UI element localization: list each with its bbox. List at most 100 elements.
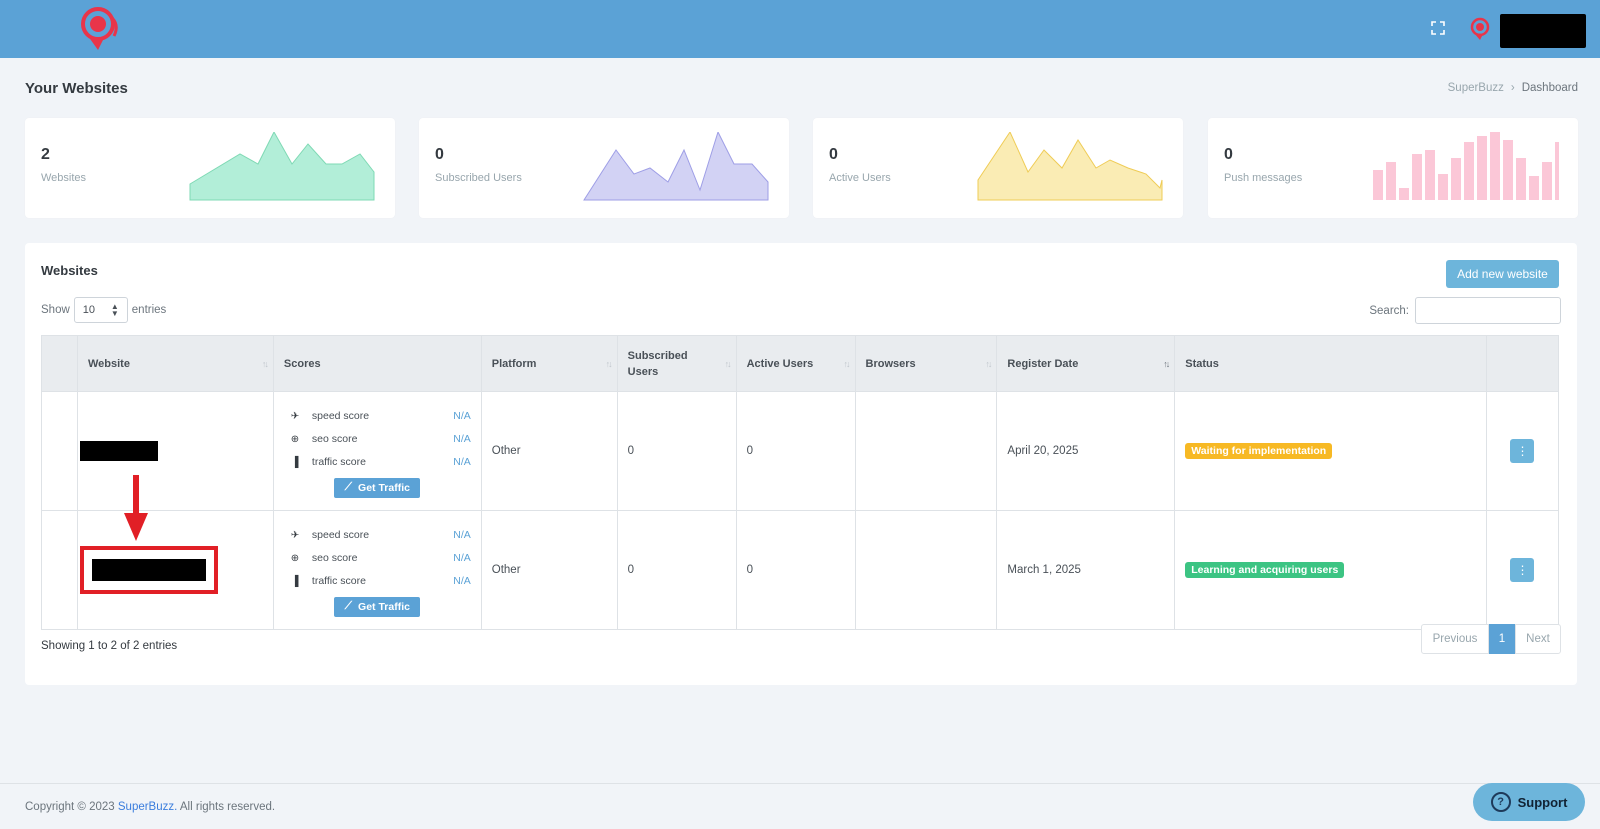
websites-table: Website ↑↓ Scores Platform ↑↓ Subscribed U… bbox=[41, 335, 1560, 630]
page-size-value: 10 bbox=[82, 304, 96, 316]
footer: Copyright © 2023 SuperBuzz. All rights r… bbox=[0, 783, 1600, 829]
table-header-row: Website ↑↓ Scores Platform ↑↓ Subscribed U… bbox=[41, 335, 1560, 392]
website-name-redacted bbox=[91, 559, 206, 581]
breadcrumb: SuperBuzz › Dashboard bbox=[1448, 82, 1578, 94]
column-header-subscribed-users[interactable]: Subscribed Users ↑↓ bbox=[616, 335, 737, 392]
browsers-cell bbox=[854, 510, 998, 630]
stat-value: 0 bbox=[1224, 146, 1233, 163]
more-options-button[interactable]: ⋮ bbox=[1510, 558, 1535, 582]
stat-card-subscribed-users: 0 Subscribed Users bbox=[419, 118, 789, 218]
sparkline-bar-chart bbox=[1373, 132, 1559, 200]
line-chart-icon: ⟋ bbox=[344, 600, 353, 612]
brand-link[interactable]: SuperBuzz. bbox=[117, 801, 178, 813]
platform-cell: Other bbox=[480, 391, 618, 511]
page-size-select[interactable]: 10 ▲ ▼ bbox=[73, 297, 128, 323]
breadcrumb-separator: › bbox=[1510, 82, 1515, 94]
more-options-button[interactable]: ⋮ bbox=[1510, 439, 1535, 463]
globe-icon: ⊕ bbox=[290, 433, 300, 445]
scores-cell: ✈ speed score N/A ⊕ seo score N/A ▐ traf… bbox=[272, 391, 482, 511]
table-info: Showing 1 to 2 of 2 entries bbox=[41, 640, 178, 652]
bar-chart-icon: ▐ bbox=[291, 575, 299, 587]
websites-panel: Websites Add new website Show 10 ▲ ▼ entr… bbox=[25, 243, 1577, 685]
breadcrumb-home[interactable]: SuperBuzz bbox=[1447, 82, 1504, 94]
help-icon: ? bbox=[1490, 792, 1511, 812]
sort-icon: ↑↓ bbox=[261, 358, 269, 369]
table-row: ✈ speed score N/A ⊕ seo score N/A ▐ traf… bbox=[41, 510, 1560, 630]
status-badge: Learning and acquiring users bbox=[1185, 562, 1345, 578]
register-date-cell: March 1, 2025 bbox=[996, 510, 1176, 630]
top-bar bbox=[0, 0, 1600, 58]
add-new-website-button[interactable]: Add new website bbox=[1446, 260, 1559, 288]
register-date-cell: April 20, 2025 bbox=[996, 391, 1176, 511]
stat-card-push-messages: 0 Push messages bbox=[1208, 118, 1578, 218]
annotation-arrow-icon bbox=[124, 475, 148, 541]
column-header-website[interactable]: Website ↑↓ bbox=[76, 335, 274, 392]
column-header-actions bbox=[1485, 335, 1560, 392]
column-header-active-users[interactable]: Active Users ↑↓ bbox=[735, 335, 856, 392]
sort-icon: ↑↓ bbox=[605, 358, 613, 369]
seo-score-line: ⊕ seo score N/A bbox=[284, 428, 471, 451]
column-header-scores: Scores bbox=[272, 335, 482, 392]
status-badge: Waiting for implementation bbox=[1185, 443, 1333, 459]
actions-cell: ⋮ bbox=[1485, 510, 1560, 630]
search-input[interactable] bbox=[1415, 297, 1561, 324]
column-header-register-date[interactable]: Register Date ↑↓ bbox=[996, 335, 1176, 392]
stat-label: Websites bbox=[41, 172, 87, 184]
row-select-cell bbox=[41, 510, 78, 630]
stat-value: 2 bbox=[41, 146, 50, 163]
entries-label: entries bbox=[131, 304, 167, 316]
active-users-cell: 0 bbox=[735, 510, 856, 630]
active-users-cell: 0 bbox=[735, 391, 856, 511]
subscribed-users-cell: 0 bbox=[616, 510, 737, 630]
table-row: ✈ speed score N/A ⊕ seo score N/A ▐ traf… bbox=[41, 391, 1560, 511]
bar-chart-icon: ▐ bbox=[291, 456, 299, 468]
row-select-cell bbox=[41, 391, 78, 511]
support-button[interactable]: ? Support bbox=[1473, 783, 1585, 821]
scores-cell: ✈ speed score N/A ⊕ seo score N/A ▐ traf… bbox=[272, 510, 482, 630]
breadcrumb-current: Dashboard bbox=[1521, 82, 1578, 94]
sort-icon: ↑↓ bbox=[843, 358, 851, 369]
column-header-browsers[interactable]: Browsers ↑↓ bbox=[854, 335, 998, 392]
pagination-next[interactable]: Next bbox=[1515, 624, 1561, 654]
panel-title: Websites bbox=[41, 263, 98, 278]
website-name-highlighted[interactable] bbox=[79, 546, 218, 594]
page-size-control: Show 10 ▲ ▼ entries bbox=[41, 297, 166, 323]
traffic-score-line: ▐ traffic score N/A bbox=[284, 570, 470, 593]
fullscreen-icon[interactable] bbox=[1430, 20, 1446, 36]
airplane-icon: ✈ bbox=[290, 410, 300, 422]
column-header-status: Status bbox=[1174, 335, 1487, 392]
superbuzz-logo-icon[interactable] bbox=[80, 6, 122, 52]
column-header-platform[interactable]: Platform ↑↓ bbox=[480, 335, 618, 392]
status-cell: Learning and acquiring users bbox=[1174, 510, 1487, 630]
stat-label: Push messages bbox=[1224, 172, 1303, 184]
speed-score-line: ✈ speed score N/A bbox=[284, 524, 471, 547]
website-name-redacted[interactable] bbox=[79, 441, 158, 461]
globe-icon: ⊕ bbox=[290, 552, 300, 564]
column-header-select bbox=[41, 335, 78, 392]
browsers-cell bbox=[854, 391, 998, 511]
line-chart-icon: ⟋ bbox=[344, 481, 353, 493]
sparkline-area-chart bbox=[977, 132, 1163, 201]
platform-cell: Other bbox=[480, 510, 618, 630]
sparkline-area-chart bbox=[189, 132, 375, 201]
traffic-score-line: ▐ traffic score N/A bbox=[284, 451, 470, 474]
stat-label: Subscribed Users bbox=[435, 172, 522, 184]
website-cell bbox=[76, 510, 274, 630]
user-menu-redacted[interactable] bbox=[1500, 14, 1586, 48]
stat-value: 0 bbox=[829, 146, 838, 163]
website-cell bbox=[76, 391, 274, 511]
select-updown-icon: ▲ ▼ bbox=[110, 302, 119, 318]
get-traffic-button[interactable]: ⟋ Get Traffic bbox=[334, 477, 421, 498]
seo-score-line: ⊕ seo score N/A bbox=[284, 547, 471, 570]
pagination-previous[interactable]: Previous bbox=[1421, 624, 1489, 654]
pagination-page-1[interactable]: 1 bbox=[1489, 624, 1515, 654]
get-traffic-button[interactable]: ⟋ Get Traffic bbox=[334, 596, 421, 617]
stat-label: Active Users bbox=[829, 172, 891, 184]
sort-icon: ↑↓ bbox=[985, 358, 992, 369]
search-label: Search: bbox=[1369, 304, 1409, 317]
search-control: Search: bbox=[1369, 297, 1561, 324]
show-label: Show bbox=[41, 304, 70, 316]
user-avatar-icon[interactable] bbox=[1470, 17, 1492, 41]
kebab-icon: ⋮ bbox=[1516, 444, 1529, 458]
sparkline-area-chart bbox=[583, 132, 769, 201]
